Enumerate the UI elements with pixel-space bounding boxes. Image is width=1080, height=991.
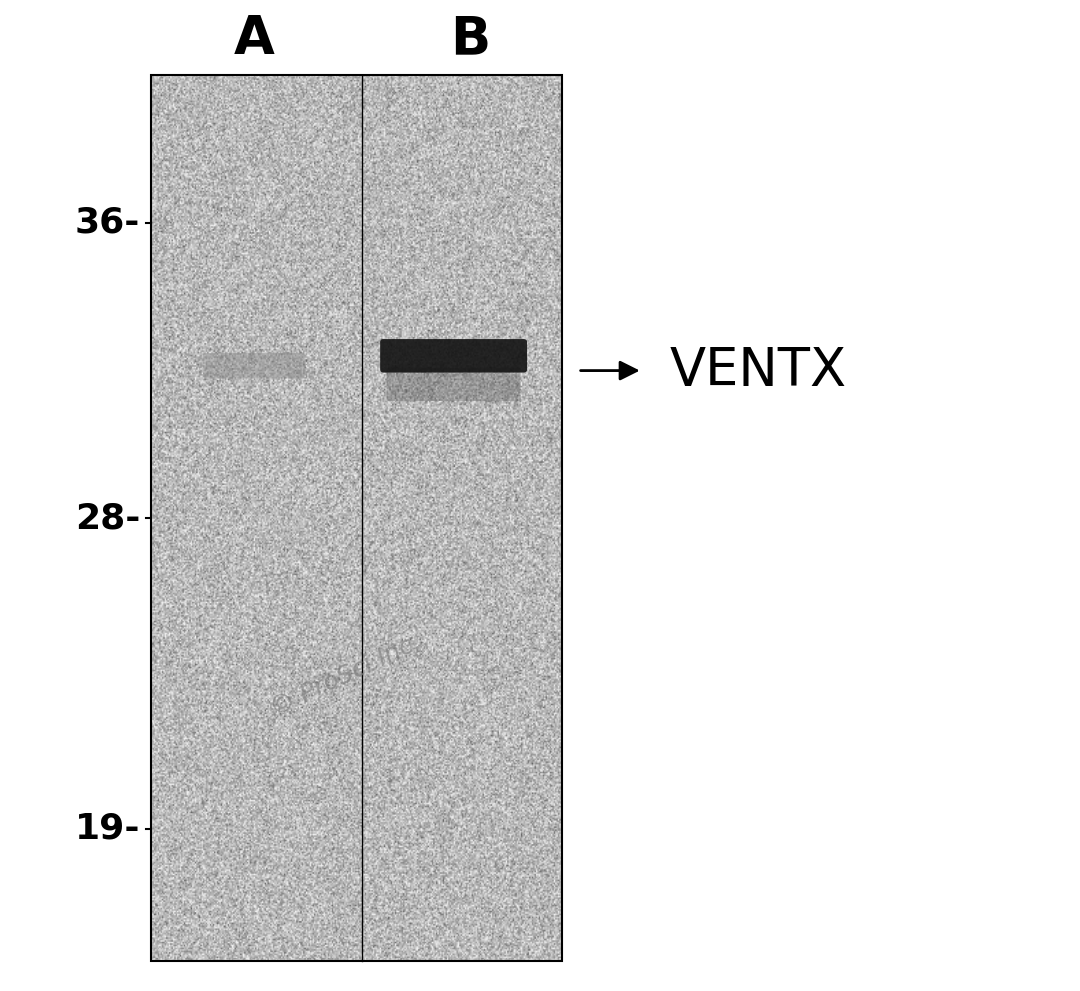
Text: 36-: 36- <box>75 206 140 240</box>
Text: VENTX: VENTX <box>670 345 847 396</box>
Text: 19-: 19- <box>75 812 140 845</box>
Bar <box>151 75 562 961</box>
Text: B: B <box>449 13 490 65</box>
FancyBboxPatch shape <box>203 353 305 379</box>
Text: 28-: 28- <box>75 501 140 535</box>
Text: A: A <box>233 13 274 65</box>
FancyBboxPatch shape <box>380 339 527 373</box>
Text: © ProSci Inc,: © ProSci Inc, <box>267 630 424 721</box>
FancyBboxPatch shape <box>387 368 521 401</box>
